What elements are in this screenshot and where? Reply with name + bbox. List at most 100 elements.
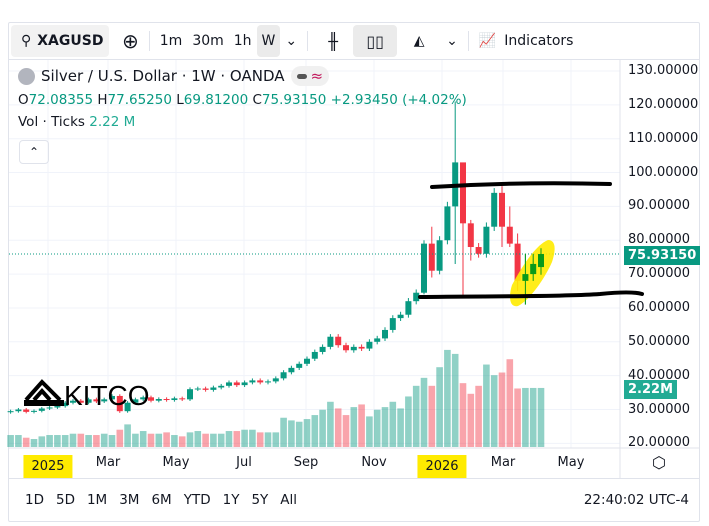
interval-1h[interactable]: 1h [233,33,252,49]
search-icon: ⚲ [21,33,32,49]
range-1y[interactable]: 1Y [222,491,240,508]
candle-body [397,314,404,319]
candle-body [319,346,326,352]
time-tick: May [162,455,190,470]
volume-bar [38,436,46,447]
candle-body [491,192,498,227]
chart-widget [8,22,700,522]
candle-body [296,363,303,368]
candle-body [202,388,209,390]
volume-bar [451,353,459,447]
price-tick: 30.00000 [628,401,691,417]
candle-body [335,336,342,346]
volume-bar [210,433,217,447]
candle-body [132,399,139,403]
time-tick: 2025 [23,455,73,478]
candle-body [70,400,76,403]
collapse-legend-button[interactable]: ⌃ [19,140,49,164]
bars-icon: ╫ [328,31,338,51]
close-value: 75.93150 [261,92,327,108]
open-label: O [18,92,29,108]
volume-bar [22,437,30,447]
volume-bar [69,433,77,447]
volume-bar [506,359,514,447]
candle-body [31,410,37,412]
candle-body [54,406,61,408]
support-line-annotation [418,290,644,299]
silver-coin-icon [18,67,35,85]
volume-bar [233,431,241,447]
candle-body [46,407,53,409]
indicators-button[interactable]: 📈 Indicators [474,25,579,57]
candle-body [350,346,357,351]
delayed-icon: ≈ [310,67,324,85]
plus-circle-icon: ⊕ [122,29,139,53]
interval-30m[interactable]: 30m [192,33,224,49]
range-6m[interactable]: 6M [151,491,172,508]
area-chart-icon: ◭ [413,33,425,49]
volume-bar [529,387,537,447]
candle-body [327,336,334,347]
bottom-toolbar: 1D 5D 1M 3M 6M YTD 1Y 5Y All 22:40:02 UTC-4 [9,478,699,520]
candle-body [93,399,100,402]
candle-body [506,226,513,244]
candle-body [499,192,505,227]
volume-bar [202,433,209,447]
interval-1m[interactable]: 1m [159,33,183,49]
range-5d[interactable]: 5D [55,491,75,508]
chart-type-dropdown[interactable]: ⌄ [441,25,463,57]
candle-body [15,409,22,412]
kitco-logo: KITCO [24,379,150,411]
volume-bar [514,388,521,447]
volume-bar [483,364,490,447]
compare-add-button[interactable]: ⊕ [117,25,144,57]
volume-bar [334,408,342,447]
indicators-label: Indicators [504,33,574,49]
candle-body [475,247,482,254]
volume-bar [217,433,225,447]
range-1d[interactable]: 1D [25,491,44,508]
volume-bar [459,383,467,447]
chart-title: Silver / U.S. Dollar · 1W · OANDA [41,67,285,85]
range-all[interactable]: All [280,491,298,508]
volume-bar [428,385,436,447]
candle-body [483,226,490,254]
settings-gear-icon[interactable]: ⬡ [652,453,666,472]
volume-bar [132,433,139,447]
range-3m[interactable]: 3M [119,491,140,508]
volume-bar [381,407,389,447]
range-1m[interactable]: 1M [86,491,108,508]
interval-w[interactable]: W [256,25,281,57]
volume-bar [522,387,529,447]
range-5y[interactable]: 5Y [251,491,269,508]
volume-bar [342,415,350,447]
price-tick: 20.00000 [628,435,691,451]
volume-bar [30,439,38,447]
symbol-search-button[interactable]: ⚲ XAGUSD [11,25,109,57]
bars-style-button[interactable]: ╫ [313,25,353,57]
change-value: +2.93450 (+4.02%) [330,92,467,108]
candle-body [148,397,154,401]
interval-dropdown[interactable]: ⌄ [280,25,302,57]
last-price-tag: 75.93150 [624,246,701,265]
volume-bar [444,349,451,447]
volume-bar [85,435,92,447]
area-style-button[interactable]: ◭ [397,25,441,57]
range-ytd[interactable]: YTD [183,491,211,508]
candles-style-button[interactable]: ▯▯ [353,25,398,57]
candle-body [233,382,240,386]
volume-bar [498,372,506,447]
market-status-pill[interactable]: ≈ [290,66,330,86]
divider [148,31,150,51]
status-dot-icon [296,73,307,79]
candle-body [77,400,84,403]
candle-body [405,301,412,315]
time-tick: Mar [95,455,121,470]
volume-bar [186,432,194,447]
price-tick: 40.00000 [628,367,691,383]
volume-bar [358,404,365,447]
volume-bar [155,433,163,447]
candle-body [467,223,474,248]
candle-body [514,243,521,281]
